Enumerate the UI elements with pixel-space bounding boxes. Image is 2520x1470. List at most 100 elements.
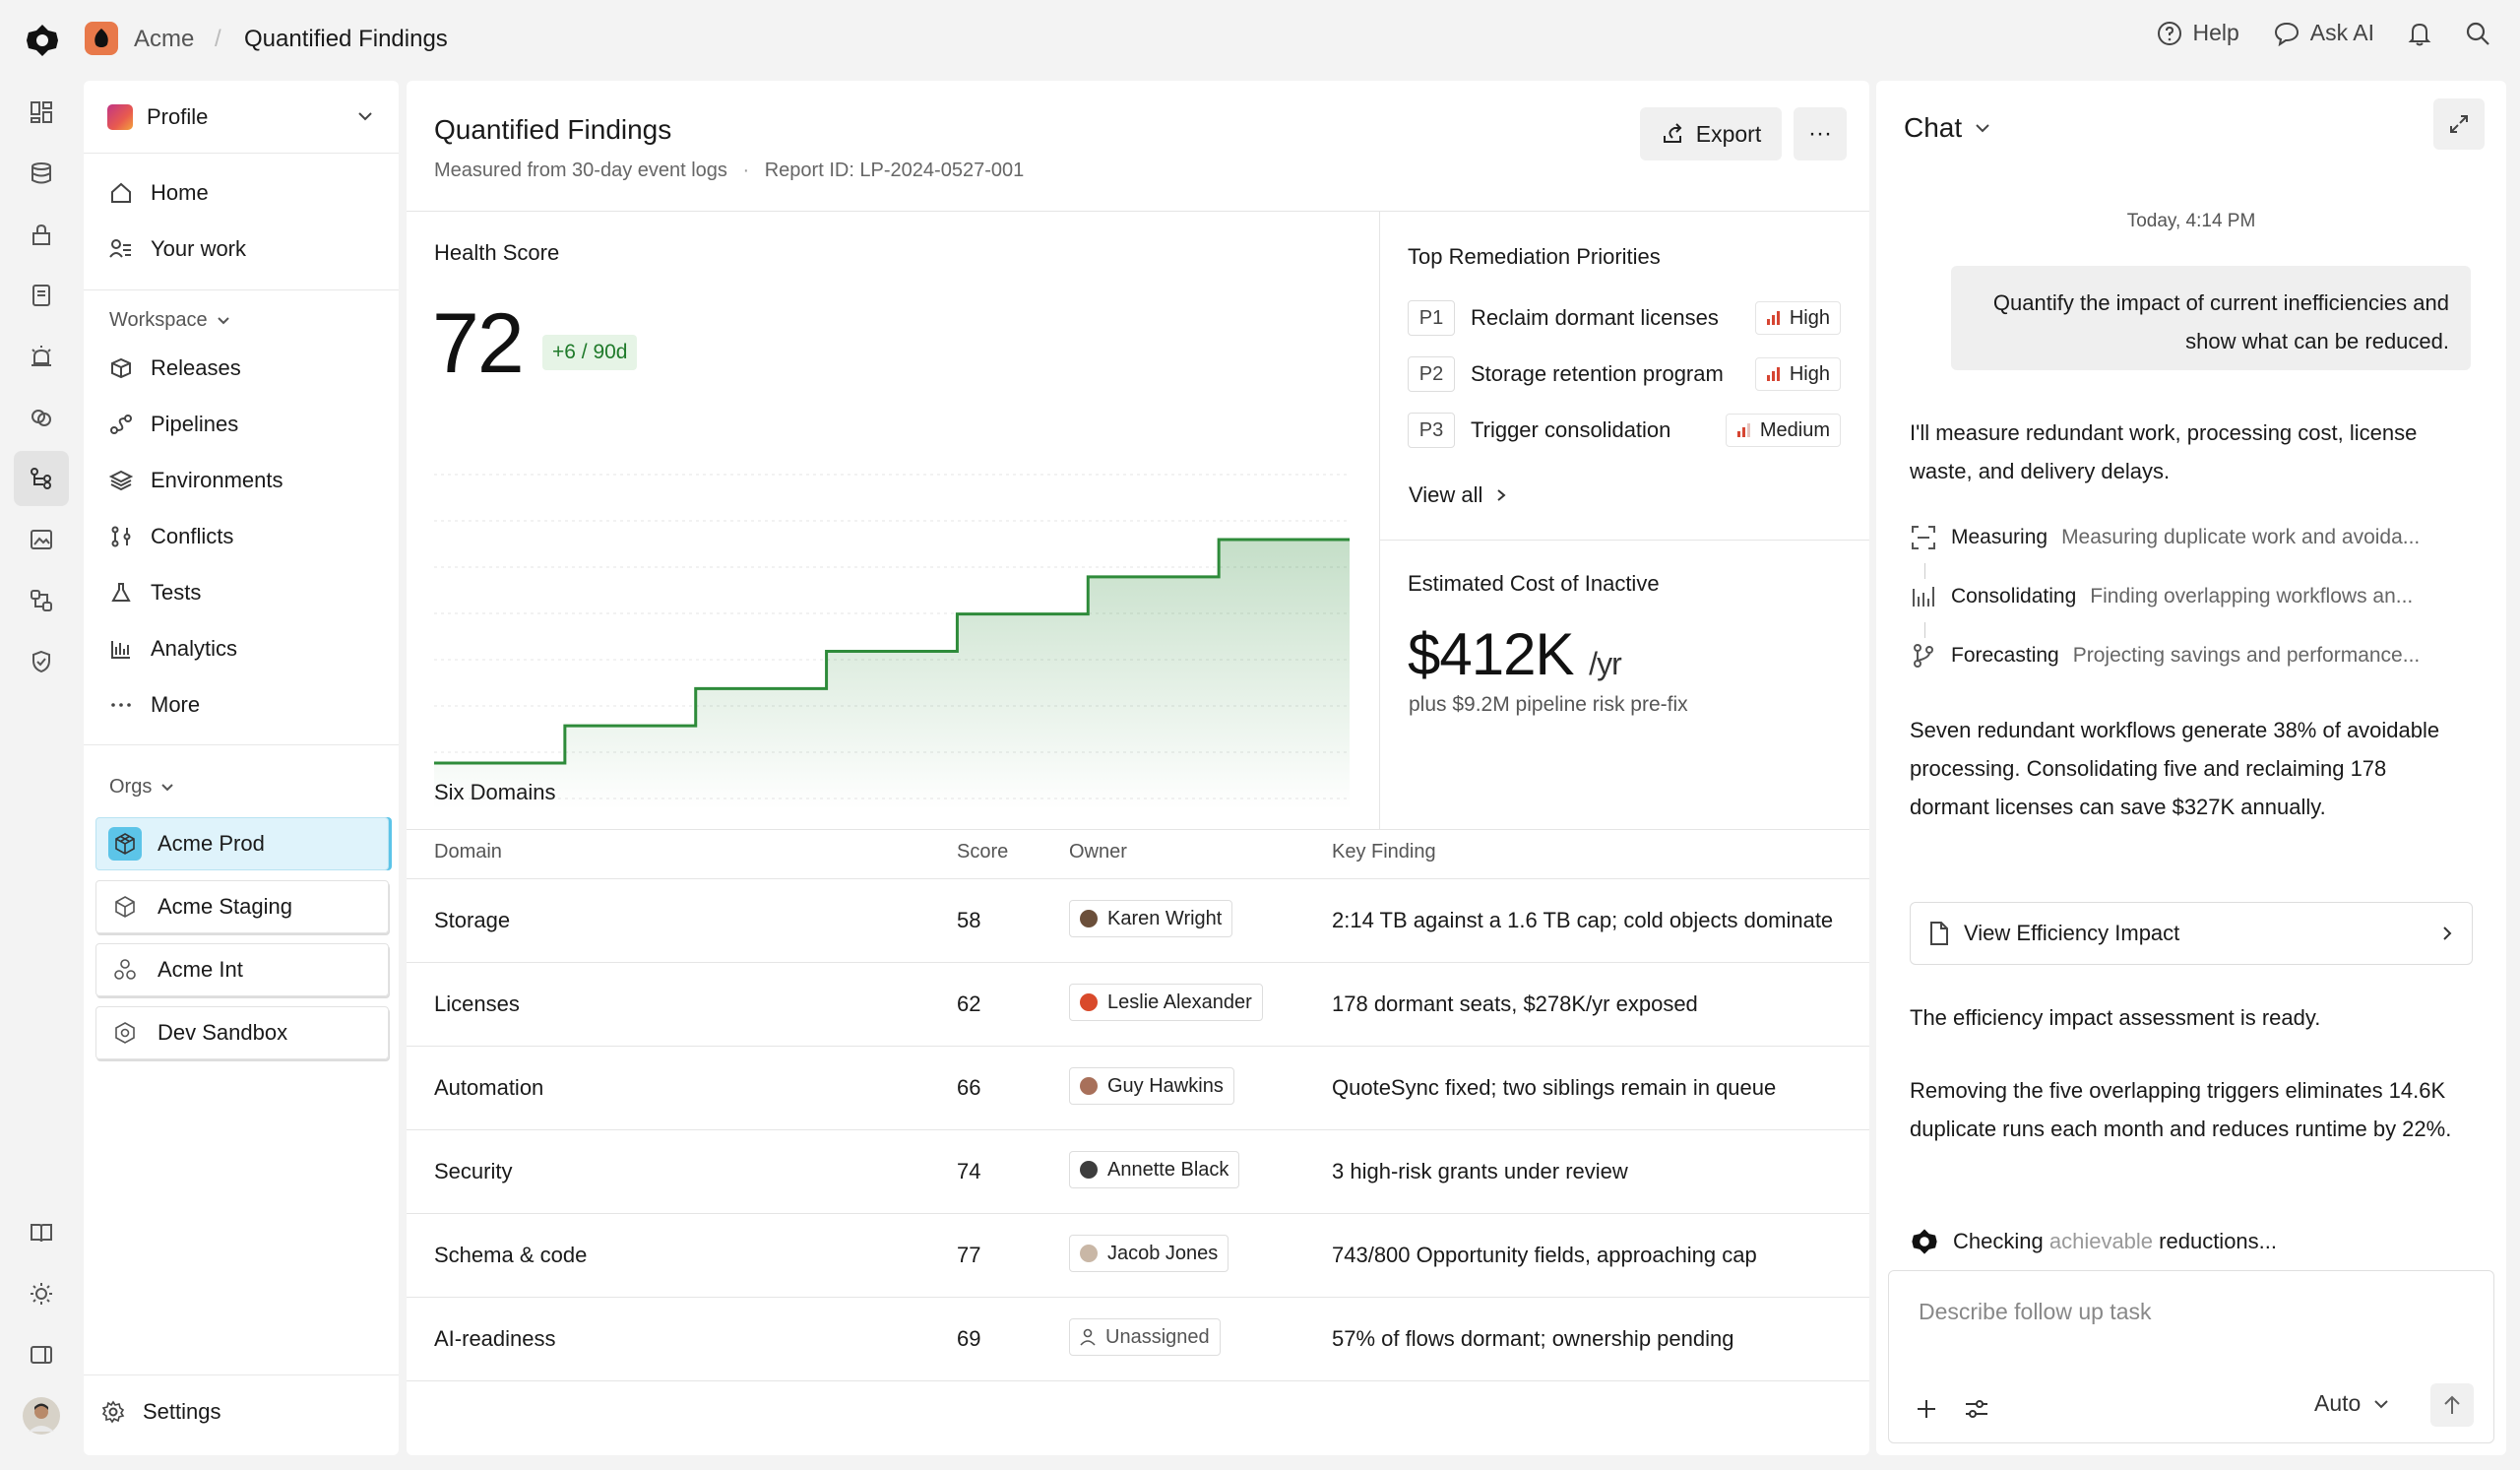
priority-row[interactable]: P3 Trigger consolidation Medium xyxy=(1408,412,1841,449)
divider xyxy=(84,1374,399,1375)
sidebar-item-pipelines[interactable]: Pipelines xyxy=(107,411,238,438)
table-row[interactable]: Licenses 62 Leslie Alexander 178 dormant se… xyxy=(407,962,1869,1046)
table-row[interactable]: AI-readiness 69 Unassigned 57% of flows dor… xyxy=(407,1297,1869,1380)
priority-text: Reclaim dormant licenses xyxy=(1471,305,1719,330)
search-icon[interactable] xyxy=(2465,21,2490,46)
org-acme-int[interactable]: Acme Int xyxy=(95,943,389,996)
sidebar-item-tests[interactable]: Tests xyxy=(107,579,201,607)
icon-rail xyxy=(0,81,83,1470)
sidebar-item-label: Conflicts xyxy=(151,524,234,548)
score-cell: 77 xyxy=(957,1243,981,1267)
copy-icon[interactable] xyxy=(22,398,61,437)
chat-title[interactable]: Chat xyxy=(1904,112,1991,144)
table-row[interactable]: Automation 66 Guy Hawkins QuoteSync fixed; … xyxy=(407,1046,1869,1129)
breadcrumb-separator: / xyxy=(215,26,221,52)
composer-input[interactable]: Describe follow up task xyxy=(1919,1299,2152,1324)
profile-selector[interactable]: Profile xyxy=(84,81,399,154)
dashboard-icon[interactable] xyxy=(22,93,61,132)
notifications-icon[interactable] xyxy=(2408,21,2431,46)
expand-icon[interactable] xyxy=(2433,98,2485,150)
table-row[interactable]: Security 74 Annette Black 3 high-risk grant… xyxy=(407,1129,1869,1213)
send-button[interactable] xyxy=(2430,1383,2474,1427)
owner-chip[interactable]: Unassigned xyxy=(1069,1318,1221,1356)
dots-icon xyxy=(107,691,135,719)
orgs-section-toggle[interactable]: Orgs xyxy=(109,776,175,799)
mode-selector[interactable]: Auto xyxy=(2314,1390,2390,1417)
document-icon[interactable] xyxy=(22,276,61,315)
top-bar: Acme / Quantified Findings Help Ask AI xyxy=(0,0,2520,81)
more-options-button[interactable]: ··· xyxy=(1794,107,1847,160)
org-avatar-icon[interactable] xyxy=(85,22,118,55)
help-button[interactable]: Help xyxy=(2157,20,2239,46)
priority-row[interactable]: P2 Storage retention program High xyxy=(1408,355,1841,393)
sidebar-item-more[interactable]: More xyxy=(107,691,200,719)
sidebar-item-releases[interactable]: Releases xyxy=(107,354,241,382)
signal-medium-icon xyxy=(1736,423,1750,437)
org-acme-staging[interactable]: Acme Staging xyxy=(95,880,389,933)
owner-chip[interactable]: Annette Black xyxy=(1069,1151,1240,1188)
score-cell: 66 xyxy=(957,1075,981,1100)
column-header: Domain xyxy=(434,841,502,863)
step-connector xyxy=(1924,622,1925,638)
sidebar-item-home[interactable]: Home xyxy=(107,179,209,207)
domain-cell: Licenses xyxy=(434,991,520,1016)
table-row[interactable]: Storage 58 Karen Wright 2:14 TB against a 1… xyxy=(407,878,1869,962)
settings-label: Settings xyxy=(143,1399,221,1424)
owner-chip[interactable]: Guy Hawkins xyxy=(1069,1067,1234,1105)
assistant-detail: Removing the five overlapping triggers e… xyxy=(1910,1078,2452,1141)
flow-icon[interactable] xyxy=(22,581,61,620)
plus-icon[interactable] xyxy=(1915,1397,1938,1421)
breadcrumb-org[interactable]: Acme xyxy=(134,26,195,52)
ask-ai-button[interactable]: Ask AI xyxy=(2273,20,2374,46)
priority-tag: P1 xyxy=(1408,300,1455,336)
cost-amount: $412K xyxy=(1408,621,1574,687)
chart-area xyxy=(434,540,1350,809)
step-desc: Finding overlapping workflows an... xyxy=(2090,585,2414,607)
sidebar-item-label: Tests xyxy=(151,580,202,605)
table-row[interactable]: Schema & code 77 Jacob Jones 743/800 Opport… xyxy=(407,1213,1869,1297)
sidebar: Profile Home Your work Workspace Release… xyxy=(84,81,399,1455)
sidebar-item-environments[interactable]: Environments xyxy=(107,467,284,494)
sidebar-item-conflicts[interactable]: Conflicts xyxy=(107,523,233,550)
view-efficiency-impact-button[interactable]: View Efficiency Impact xyxy=(1910,902,2473,965)
alarm-icon[interactable] xyxy=(22,337,61,376)
org-acme-prod[interactable]: Acme Prod xyxy=(95,817,389,870)
findings-icon[interactable] xyxy=(14,451,69,506)
sidebar-item-label: Releases xyxy=(151,355,241,380)
chevron-down-icon xyxy=(1976,124,1989,133)
assistant-intro: I'll measure redundant work, processing … xyxy=(1910,420,2418,483)
lock-stack-icon[interactable] xyxy=(22,215,61,254)
domain-cell: Automation xyxy=(434,1075,544,1100)
priority-row[interactable]: P1 Reclaim dormant licenses High xyxy=(1408,299,1841,337)
theme-sun-icon[interactable] xyxy=(22,1274,61,1313)
finding-cell: 178 dormant seats, $278K/yr exposed xyxy=(1332,991,1698,1016)
box-icon xyxy=(107,354,135,382)
score-cell: 62 xyxy=(957,991,981,1016)
shield-check-icon[interactable] xyxy=(22,642,61,681)
layers-icon xyxy=(107,467,135,494)
domains-label: Six Domains xyxy=(434,780,556,804)
bar-chart-icon xyxy=(107,635,135,663)
database-icon[interactable] xyxy=(22,154,61,193)
book-icon[interactable] xyxy=(22,1213,61,1252)
owner-chip[interactable]: Leslie Alexander xyxy=(1069,984,1263,1021)
chat-composer[interactable]: Describe follow up task Auto xyxy=(1888,1270,2494,1443)
org-dev-sandbox[interactable]: Dev Sandbox xyxy=(95,1006,389,1059)
app-logo-icon[interactable] xyxy=(24,22,61,59)
priority-text: Storage retention program xyxy=(1471,361,1724,386)
chevron-right-icon xyxy=(1497,489,1506,501)
owner-chip[interactable]: Karen Wright xyxy=(1069,900,1233,937)
view-all-link[interactable]: View all xyxy=(1409,482,1508,508)
export-button[interactable]: Export xyxy=(1640,107,1782,160)
settings-button[interactable]: Settings xyxy=(99,1398,221,1426)
workspace-section-toggle[interactable]: Workspace xyxy=(109,309,231,332)
panel-toggle-icon[interactable] xyxy=(22,1335,61,1374)
sliders-icon[interactable] xyxy=(1964,1397,1989,1421)
user-avatar[interactable] xyxy=(22,1396,61,1436)
sidebar-item-your-work[interactable]: Your work xyxy=(107,235,246,263)
image-icon[interactable] xyxy=(22,520,61,559)
chevron-down-icon xyxy=(161,783,174,791)
page-subtitle: Measured from 30-day event logs · Report… xyxy=(434,160,1024,182)
sidebar-item-analytics[interactable]: Analytics xyxy=(107,635,237,663)
owner-chip[interactable]: Jacob Jones xyxy=(1069,1235,1229,1272)
